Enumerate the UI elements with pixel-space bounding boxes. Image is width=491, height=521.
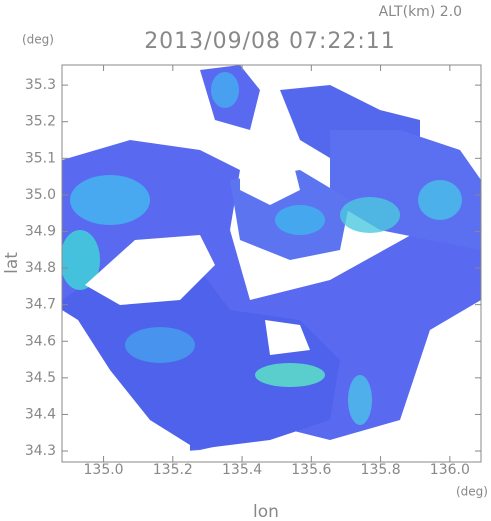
y-tick-label: 34.9 xyxy=(25,223,56,239)
x-unit: (deg) xyxy=(456,485,488,499)
y-tick-label: 34.8 xyxy=(25,260,56,276)
y-tick-label: 34.6 xyxy=(25,333,56,349)
y-tick-label: 35.2 xyxy=(25,114,56,130)
y-tick-label: 34.7 xyxy=(25,297,56,313)
x-tick-label: 135.2 xyxy=(153,462,193,478)
y-unit: (deg) xyxy=(22,33,54,47)
x-tick-label: 135.8 xyxy=(361,462,401,478)
y-tick-label: 34.4 xyxy=(25,406,56,422)
y-tick-label: 35.3 xyxy=(25,77,56,93)
y-tick-label: 34.3 xyxy=(25,443,56,459)
y-tick-label: 35.1 xyxy=(25,150,56,166)
altitude-label: ALT(km) 2.0 xyxy=(379,4,462,20)
x-axis-label: lon xyxy=(253,502,279,521)
y-axis-label: lat xyxy=(2,252,22,274)
plot-frame xyxy=(61,64,482,463)
y-tick-label: 35.0 xyxy=(25,187,56,203)
chart-title: 2013/09/08 07:22:11 xyxy=(144,29,396,54)
x-tick-label: 136.0 xyxy=(430,462,470,478)
x-tick-label: 135.6 xyxy=(291,462,331,478)
y-tick-label: 34.5 xyxy=(25,370,56,386)
x-tick-label: 135.0 xyxy=(84,462,124,478)
x-tick-label: 135.4 xyxy=(222,462,262,478)
radar-echo xyxy=(62,65,481,462)
